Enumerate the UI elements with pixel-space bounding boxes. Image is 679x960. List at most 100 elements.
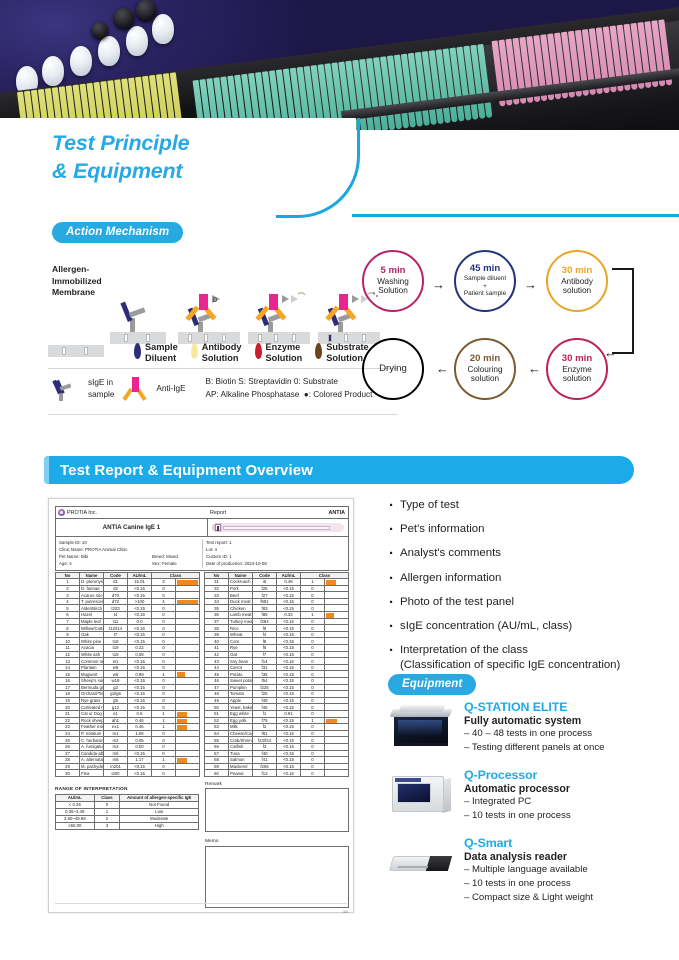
meta-sample-id: Sample ID: 10 [59,540,87,545]
cell-au: 1.06 [127,729,152,738]
equipment-item-q-smart: Q-Smart Data analysis reader – Multiple … [388,836,672,904]
table-row: 34 Duck meat f681 <0.15 0 [204,597,349,606]
cell-class: 1 [300,578,325,586]
cell-code: i6 [252,578,277,586]
cell-no: 38 [204,624,229,632]
cell-au: <0.15 [276,644,301,652]
cell-no: 26 [55,742,80,751]
col-no: No [204,571,229,580]
membrane-label-l2: Immobilized [52,275,102,286]
table-row: 32 Pork f26 <0.15 0 [204,584,349,593]
cell-code: f25 [252,690,277,698]
cell-code: m6 [103,756,128,764]
meta-test-report: Test report: 1 [206,540,232,545]
arrow-left-icon: ← [528,361,541,376]
table-row: 26 A. fumigatus m3 0.00 0 [55,742,200,751]
remark-box[interactable] [205,788,349,833]
cell-name: Candida albicans [79,749,104,758]
cell-no: 32 [204,584,229,593]
table-row: 36 Lamb meat f88 0.33 1 [204,611,349,619]
cell-name: Sweet potato [228,677,253,685]
cell-au: 0.5 [127,709,152,718]
droplet-icon [315,343,323,359]
cell-au: <0.15 [127,683,152,692]
cell-code: t19 [103,644,128,652]
cell-class: 0 [300,677,325,685]
divider [48,414,398,415]
cell-class-bar [324,762,349,771]
cell-name: Catfish [228,742,253,751]
cell-class: 0 [151,630,176,639]
cell-au: <0.15 [276,703,301,711]
meta-clinic-name: Clinic Name: PROTIA Animal Clinic [59,547,128,553]
report-panel-band: ANTIA Canine IgE 1 [55,519,349,537]
cell-class-bar [324,578,349,586]
cell-class-bar [324,624,349,632]
table-row: 38 Rice f9 <0.15 0 [204,624,349,632]
cell-class-bar [175,578,200,586]
cell-class-bar [324,591,349,599]
cell-class-bar [324,696,349,705]
cell-class: 0 [151,650,176,659]
cell-class: 0 [300,703,325,711]
cell-class-bar [175,709,200,718]
sample-vial [126,26,148,56]
range-of-interpretation: RANGE OF INTERPRETATION AU/mL Class Amou… [55,782,200,908]
cell-name: Rice [228,624,253,632]
range-title: RANGE OF INTERPRETATION [55,786,128,792]
cell-class: 1 [151,723,176,731]
table-row: 1D. pteronyssinusd115.013 [55,578,200,586]
cell-code: f7 [252,650,277,659]
table-row: 2 D. farinae d2 <0.15 0 [55,584,200,593]
cell-code: ex1 [103,723,128,731]
cell-name: Egg yolk [228,716,253,725]
cell-code: w1 [103,657,128,665]
memo-box[interactable] [205,845,349,908]
table-row: 49 Apple f49 <0.15 0 [204,696,349,705]
cell-au: < 0.35 [55,800,95,809]
cell-no: 12 [55,650,80,659]
cell-au: 0.46 [127,716,152,725]
cell-name: Mackerel [228,762,253,771]
cell-no: 4 [55,597,80,606]
table-row: 55 Crab/Shrimp f23/f24 <0.15 0 [204,736,349,744]
col-class: Class [93,793,121,802]
page-title-line1: Test Principle [52,131,190,155]
cell-name: Alder/Birch [79,604,104,613]
cell-class-bar [324,690,349,698]
equipment-bullet: – Compact size & Light weight [464,891,594,903]
equipment-bullet: – 10 tests in one process [464,809,571,821]
cell-no: 1 [55,578,80,586]
sample-vial [98,36,120,66]
cell-name: Rock sheep [79,716,104,725]
table-header-row: AU/mL Class Amount of allergen-specific … [55,793,200,802]
meta-custom-id: Custom ID: 1 [206,554,232,560]
cell-class-bar [175,611,200,619]
anti-ige-label: Anti-IgE [156,383,186,393]
vial-cap [136,0,156,20]
cell-code: f23/f24 [252,736,277,744]
cell-no: 34 [204,597,229,606]
cell-no: 17 [55,683,80,692]
cell-code: f5 [252,644,277,652]
cell-code: e1 [103,709,128,718]
table-row: 47 Pumpkin f225 <0.15 0 [204,683,349,692]
cell-au: <0.15 [276,683,301,692]
cell-class-bar [175,657,200,665]
test-panel-photo [211,523,344,532]
cell-no: 35 [204,604,229,613]
membrane-bar [178,332,240,344]
mechanism-stage-2: D [178,292,240,345]
cell-class-bar [324,663,349,672]
cell-au: 0.48 [276,578,301,586]
cell-code: m5 [103,749,128,758]
cell-name: Oak [79,630,104,639]
page-title: Test Principle & Equipment [52,130,322,186]
cell-class-bar [324,617,349,626]
cell-class: 0 [151,690,176,698]
sample-vial [70,46,92,76]
cell-no: 41 [204,644,229,652]
